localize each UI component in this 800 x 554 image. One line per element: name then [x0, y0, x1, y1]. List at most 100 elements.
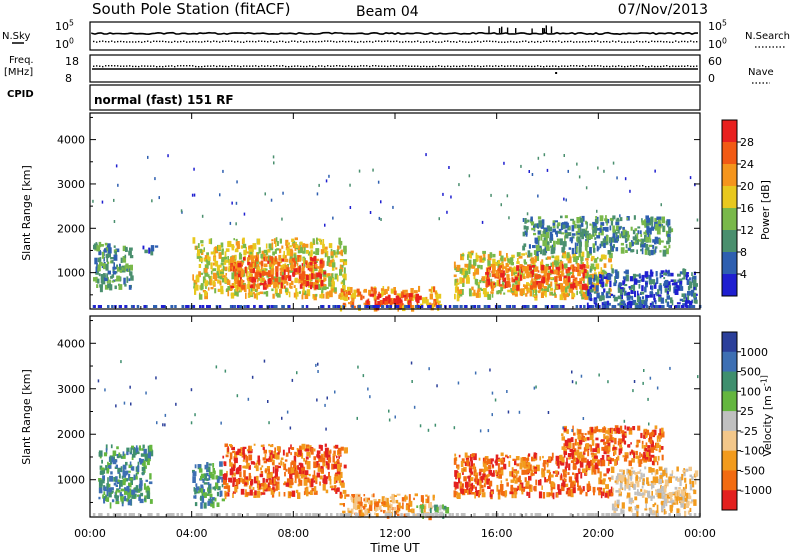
nsearch-dot	[261, 40, 263, 42]
range-cell	[670, 297, 673, 304]
range-cell	[665, 220, 668, 226]
range-cell	[267, 279, 272, 285]
range-cell	[606, 450, 610, 454]
nsearch-dot	[249, 40, 251, 43]
range-cell	[489, 252, 493, 258]
range-cell	[600, 254, 604, 260]
range-cell	[595, 457, 597, 462]
range-cell	[583, 305, 586, 308]
range-cell	[200, 473, 205, 479]
range-cell	[363, 302, 367, 305]
range-cell	[97, 257, 100, 263]
range-cell	[324, 249, 327, 253]
range-cell	[294, 257, 297, 264]
range-cell	[647, 249, 650, 256]
freq-unit-label: [MHz]	[4, 67, 33, 78]
range-cell	[594, 274, 598, 281]
colorbar-segment	[722, 208, 737, 231]
range-cell	[324, 476, 329, 479]
range-cell	[263, 254, 266, 258]
range-cell	[350, 287, 353, 293]
nave-dot	[99, 65, 101, 67]
range-cell	[544, 238, 548, 243]
freq-series	[92, 65, 698, 74]
range-cell	[654, 425, 658, 430]
range-cell	[242, 257, 246, 261]
range-cell	[339, 294, 342, 298]
range-cell	[284, 459, 288, 462]
range-cell	[318, 238, 322, 242]
range-cell	[120, 455, 123, 459]
nsearch-dot	[342, 40, 344, 43]
range-cell	[532, 245, 536, 249]
range-cell	[377, 180, 380, 184]
range-cell	[390, 289, 394, 294]
range-cell	[481, 288, 485, 291]
range-cell	[258, 247, 261, 254]
range-cell	[96, 245, 101, 252]
nave-dot	[414, 65, 416, 67]
range-cell	[464, 263, 469, 268]
range-cell	[536, 249, 539, 257]
range-cell	[570, 460, 575, 463]
range-cell	[655, 448, 658, 451]
nsearch-dot	[204, 40, 206, 43]
range-cell	[565, 287, 568, 293]
range-cell	[272, 251, 275, 256]
range-cell	[112, 267, 115, 273]
range-cell	[565, 275, 568, 281]
range-cell	[551, 268, 555, 273]
range-cell	[206, 478, 209, 481]
range-cell	[560, 232, 565, 235]
range-cell	[561, 436, 565, 441]
range-cell	[272, 486, 275, 492]
range-cell	[328, 472, 330, 478]
range-cell	[455, 305, 459, 308]
range-cell	[658, 224, 662, 227]
range-cell	[254, 245, 256, 249]
range-cell	[592, 223, 597, 229]
range-cell	[268, 486, 271, 490]
range-cell	[128, 464, 133, 469]
range-cell	[203, 492, 207, 498]
range-cell	[583, 457, 587, 461]
range-cell	[271, 288, 274, 292]
range-cell	[465, 277, 470, 284]
range-cell	[577, 240, 580, 244]
nsearch-dot	[330, 40, 332, 42]
range-cell	[245, 270, 248, 277]
nave-dot	[477, 65, 479, 67]
range-cell	[581, 228, 586, 234]
range-cell	[208, 305, 211, 308]
range-cell	[581, 276, 585, 281]
range-cell	[293, 261, 297, 267]
range-cell	[608, 288, 611, 295]
nsearch-dot	[372, 41, 374, 43]
range-cell	[353, 305, 356, 309]
range-cell	[654, 236, 658, 244]
range-cell	[113, 245, 116, 248]
nsearch-dot	[600, 41, 602, 43]
range-cell	[259, 275, 262, 281]
range-cell	[550, 277, 554, 280]
range-cell	[553, 240, 556, 248]
nave-dot	[249, 65, 251, 67]
range-cell	[309, 267, 312, 272]
range-cell	[131, 466, 135, 471]
range-cell	[249, 246, 252, 249]
range-cell	[610, 486, 613, 493]
nave-dot	[270, 65, 272, 68]
nave-dot	[168, 65, 170, 67]
range-cell	[620, 439, 623, 443]
range-cell	[486, 478, 490, 485]
range-cell	[359, 510, 361, 516]
range-cell	[648, 483, 652, 486]
range-cell	[483, 466, 488, 472]
range-cell	[260, 491, 262, 496]
range-cell	[453, 274, 457, 278]
range-cell	[595, 447, 598, 453]
range-cell	[519, 274, 522, 281]
nsearch-dot	[138, 40, 140, 43]
range-cell	[435, 292, 439, 298]
range-cell	[270, 444, 274, 448]
